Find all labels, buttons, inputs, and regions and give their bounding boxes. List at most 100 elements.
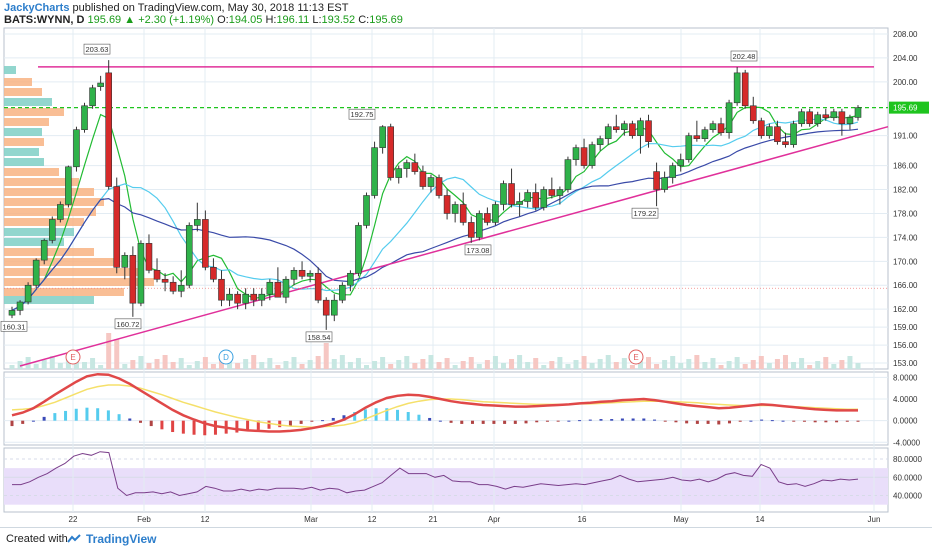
volume-bar	[815, 361, 821, 369]
author-name[interactable]: JackyCharts	[4, 2, 70, 14]
tradingview-brand[interactable]: TradingView	[86, 532, 157, 546]
macd-signal-line	[11, 384, 858, 428]
y-tick-label: 40.0000	[893, 492, 922, 501]
volume-bar	[90, 358, 96, 369]
macd-histogram-bar	[717, 420, 721, 425]
macd-histogram-bar	[535, 420, 539, 423]
macd-histogram-bar	[567, 420, 571, 422]
volume-bar	[162, 355, 168, 369]
volume-profile-bar	[4, 178, 79, 186]
volume-profile-bar	[4, 288, 124, 296]
candle-body	[8, 310, 16, 316]
volume-bar	[799, 358, 805, 369]
volume-bar	[654, 364, 660, 369]
y-tick-label: 80.0000	[893, 455, 922, 464]
volume-bar	[646, 357, 652, 369]
volume-bar	[347, 362, 353, 369]
candle-body	[290, 269, 298, 280]
volume-bar	[541, 365, 547, 369]
chart-area[interactable]: 208.00 204.00 200.00 195.69 191.00 186.00 182.…	[0, 0, 932, 527]
volume-bar	[17, 361, 23, 369]
volume-bar	[742, 364, 748, 369]
volume-bar	[670, 356, 676, 369]
price-annotation-box	[114, 318, 142, 330]
candle-body	[419, 171, 427, 187]
candle-body	[629, 123, 636, 136]
candle-body	[580, 147, 588, 166]
candle-body	[798, 111, 805, 125]
macd-histogram-bar	[449, 420, 453, 423]
volume-bar	[275, 365, 281, 369]
candle-body	[532, 192, 540, 208]
rsi-band	[4, 468, 888, 505]
volume-bar	[138, 356, 144, 369]
candle-body	[637, 120, 644, 136]
close-value: 195.69	[369, 14, 403, 26]
macd-histogram-bar	[781, 420, 785, 422]
candle-body	[733, 72, 741, 104]
volume-bar	[33, 364, 39, 369]
x-tick-label: 12	[201, 515, 210, 524]
volume-bar	[396, 360, 402, 369]
published-text: published on TradingView.com, May 30, 20…	[72, 2, 349, 14]
x-tick-label: 21	[429, 515, 438, 524]
candle-body	[363, 195, 370, 226]
candle-body	[556, 189, 564, 196]
macd-histogram-bar	[813, 420, 817, 423]
earnings-marker-icon	[628, 349, 644, 365]
volume-bar	[146, 363, 152, 369]
volume-bar	[9, 365, 15, 369]
volume-bar	[533, 358, 539, 369]
volume-profile-bar	[4, 248, 94, 256]
volume-profile-bar	[4, 188, 94, 196]
candle-body	[516, 201, 523, 205]
volume-bar	[307, 360, 313, 369]
volume-bar	[621, 358, 627, 369]
volume-bar	[565, 364, 571, 369]
price-annotation-label: 192.75	[351, 110, 374, 119]
candle-body	[48, 219, 56, 241]
macd-histogram-bar	[64, 410, 68, 421]
ma-fast-line	[11, 106, 859, 311]
candle-body	[339, 284, 346, 301]
price-annotation-label: 202.48	[733, 52, 756, 61]
macd-histogram-bar	[856, 420, 860, 422]
candle-body	[218, 278, 225, 301]
macd-histogram-bar	[642, 418, 646, 421]
candle-body	[588, 144, 596, 166]
volume-profile-bar	[4, 268, 144, 276]
volume-bar	[380, 357, 386, 369]
candle-body	[322, 299, 330, 316]
volume-bar	[500, 363, 506, 369]
volume-bar	[573, 360, 579, 369]
volume-bar	[122, 364, 128, 369]
candle-body	[758, 120, 765, 136]
price-annotation-box	[730, 50, 758, 62]
candle-body	[596, 138, 604, 145]
candle-body	[403, 162, 411, 169]
close-label: C:	[358, 14, 370, 26]
price-annotation-box	[631, 207, 659, 219]
macd-histogram-bar	[128, 418, 132, 421]
candle-body	[105, 72, 112, 187]
y-tick-label: 204.00	[893, 54, 918, 63]
price-change: ▲ +2.30 (+1.19%)	[124, 14, 215, 26]
candle-body	[379, 126, 386, 148]
volume-profile-bar	[4, 138, 44, 146]
price-annotation-label: 160.72	[117, 320, 140, 329]
candle-body	[242, 293, 249, 304]
macd-histogram-bar	[556, 420, 560, 422]
candle-body	[484, 213, 491, 223]
volume-bar	[557, 357, 563, 369]
macd-histogram-bar	[470, 420, 474, 424]
y-tick-label: 159.00	[893, 323, 918, 332]
candle-body	[121, 255, 129, 268]
candle-body	[701, 129, 709, 139]
macd-histogram-bar	[363, 409, 367, 421]
candle-body	[355, 225, 362, 274]
candle-body	[459, 204, 467, 223]
ma-slow-line	[11, 128, 859, 311]
candle-body	[282, 278, 290, 298]
volume-bar	[154, 359, 160, 369]
macd-histogram-bar	[599, 419, 603, 421]
